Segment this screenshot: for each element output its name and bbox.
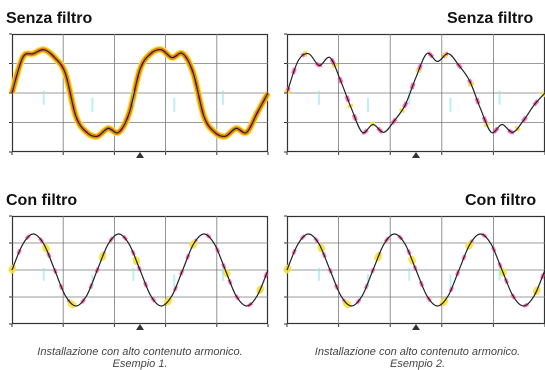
noise-bar <box>173 97 176 112</box>
noise-bar <box>221 90 224 105</box>
noise-bar <box>42 267 45 281</box>
noise-bar <box>366 97 369 112</box>
caption-1: Installazione con alto contenuto armonic… <box>12 346 268 370</box>
noise-bar <box>132 267 135 281</box>
caption-1-line-1: Installazione con alto contenuto armonic… <box>37 346 243 358</box>
chart-title-1: Senza filtro <box>6 10 93 27</box>
chart-title-4: Con filtro <box>465 192 537 209</box>
noise-bar <box>42 90 45 105</box>
trigger-marker <box>412 152 420 158</box>
trigger-marker <box>412 324 420 330</box>
chart-title-2: Senza filtro <box>447 10 534 27</box>
noise-bar <box>317 267 320 281</box>
waveform-trace <box>11 233 269 307</box>
noise-bar <box>91 97 94 112</box>
noise-bar <box>173 274 176 288</box>
noise-bar <box>408 267 411 281</box>
noise-bar <box>498 90 501 105</box>
noise-bar <box>366 274 369 288</box>
caption-1-line-2: Esempio 1. <box>112 358 168 370</box>
waveform-trace <box>286 233 545 307</box>
noise-bar <box>449 274 452 288</box>
chart-panel-1 <box>8 33 272 158</box>
noise-bar <box>408 90 411 105</box>
caption-2-line-1: Installazione con alto contenuto armonic… <box>314 346 521 358</box>
chart-panel-2 <box>284 33 545 158</box>
chart-panel-3 <box>8 215 272 330</box>
waveform-trace <box>286 52 545 134</box>
trigger-marker <box>136 152 144 158</box>
caption-2-line-2: Esempio 2. <box>389 358 446 370</box>
chart-title-3: Con filtro <box>6 192 78 209</box>
noise-bar <box>449 97 452 112</box>
noise-bar <box>317 90 320 105</box>
noise-bar <box>221 267 224 281</box>
trigger-marker <box>136 324 144 330</box>
caption-2: Installazione con alto contenuto armonic… <box>290 346 545 370</box>
noise-bar <box>91 274 94 288</box>
noise-bar <box>498 267 501 281</box>
chart-panel-4 <box>283 215 545 330</box>
waveform-trace <box>11 48 269 138</box>
